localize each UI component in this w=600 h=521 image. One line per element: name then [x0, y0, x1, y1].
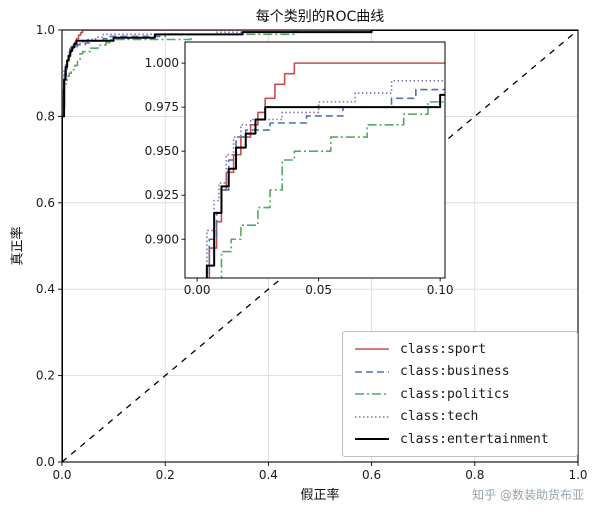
- inset-y-tick-label: 0.950: [145, 144, 179, 158]
- legend-item-sport: class:sport: [353, 339, 567, 359]
- x-axis-label: 假正率: [300, 488, 340, 503]
- legend-item-politics: class:politics: [353, 384, 567, 404]
- x-tick-label: 0.2: [156, 468, 175, 482]
- inset-y-tick-label: 0.900: [145, 232, 179, 246]
- legend-item-entertainment: class:entertainment: [353, 429, 567, 449]
- inset-y-tick-label: 0.925: [145, 188, 179, 202]
- legend-label-politics: class:politics: [400, 386, 510, 402]
- x-tick-label: 0.4: [259, 468, 278, 482]
- legend-label-entertainment: class:entertainment: [400, 431, 549, 447]
- y-tick-label: 0.2: [36, 369, 55, 383]
- inset-y-tick-label: 0.975: [145, 100, 179, 114]
- legend-label-tech: class:tech: [400, 409, 479, 424]
- y-tick-label: 0.0: [36, 455, 55, 469]
- legend-line-sample-business: [355, 370, 389, 373]
- watermark-text: 知乎 @数装助货布亚: [472, 488, 584, 502]
- x-tick-label: 0.8: [465, 468, 484, 482]
- inset-y-tick-label: 1.000: [145, 56, 179, 70]
- legend-label-business: class:business: [400, 364, 510, 379]
- y-tick-label: 0.6: [36, 196, 55, 210]
- x-tick-label: 0.0: [52, 468, 71, 482]
- inset-background: [185, 42, 445, 278]
- x-tick-label: 0.6: [362, 468, 381, 482]
- chart-title: 每个类别的ROC曲线: [255, 9, 385, 25]
- roc-curve-entertainment: [62, 30, 578, 462]
- y-axis-label: 真正率: [10, 226, 26, 266]
- legend-line-sample-politics: [355, 393, 389, 395]
- inset-axes-frame: [184, 41, 446, 279]
- roc-curve-business: [208, 88, 445, 278]
- legend-line-sample-sport: [355, 348, 389, 350]
- legend-box: class:sport class:business class:politics c…: [342, 331, 578, 457]
- inset-x-tick-label: 0.10: [427, 283, 454, 297]
- y-tick-label: 1.0: [36, 23, 55, 37]
- legend-label-sport: class:sport: [400, 341, 487, 357]
- x-tick-label: 1.0: [568, 468, 587, 482]
- y-tick-label: 0.4: [36, 282, 55, 296]
- legend-item-tech: class:tech: [353, 407, 567, 427]
- inset-x-tick-label: 0.00: [184, 283, 211, 297]
- inset-x-tick-label: 0.05: [305, 283, 332, 297]
- legend-item-business: class:business: [353, 362, 567, 382]
- roc-curve-tech: [206, 79, 445, 278]
- legend-line-sample-tech: [355, 415, 389, 418]
- legend-line-sample-entertainment: [355, 438, 389, 440]
- roc-curve-entertainment: [205, 93, 445, 278]
- main-axes-frame: [61, 29, 579, 463]
- y-tick-label: 0.8: [36, 109, 55, 123]
